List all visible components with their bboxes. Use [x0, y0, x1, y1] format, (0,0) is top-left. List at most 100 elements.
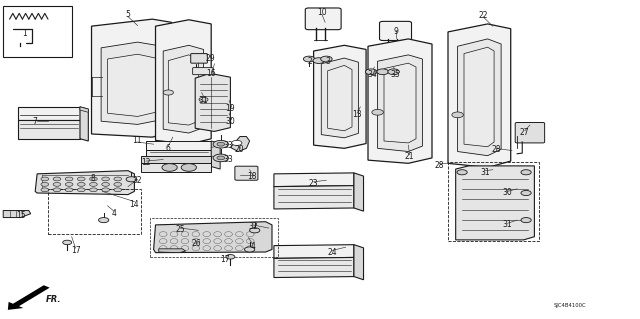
Polygon shape — [384, 63, 416, 143]
Circle shape — [63, 240, 72, 245]
Polygon shape — [80, 107, 88, 112]
Circle shape — [521, 190, 531, 196]
Text: 11: 11 — [132, 136, 141, 145]
Polygon shape — [163, 45, 204, 133]
Circle shape — [65, 182, 73, 186]
Circle shape — [521, 170, 531, 175]
Circle shape — [77, 188, 85, 192]
Text: 17: 17 — [220, 256, 230, 264]
Circle shape — [372, 109, 383, 115]
Polygon shape — [3, 211, 31, 218]
Circle shape — [244, 247, 255, 252]
Text: FR.: FR. — [46, 295, 61, 304]
Polygon shape — [80, 107, 88, 141]
Polygon shape — [328, 65, 352, 131]
Circle shape — [226, 255, 235, 259]
Text: 8: 8 — [90, 174, 95, 183]
Bar — [3, 6, 72, 57]
Text: 32: 32 — [132, 176, 143, 185]
Circle shape — [321, 56, 332, 62]
Circle shape — [53, 182, 61, 186]
Text: 31: 31 — [480, 168, 490, 177]
Text: 23: 23 — [308, 179, 319, 188]
Polygon shape — [274, 186, 354, 209]
Polygon shape — [458, 39, 501, 156]
Circle shape — [217, 142, 225, 146]
FancyArrow shape — [8, 285, 50, 310]
Text: 30: 30 — [502, 189, 513, 197]
Circle shape — [65, 177, 73, 181]
Polygon shape — [321, 58, 358, 138]
Text: 4: 4 — [250, 242, 255, 251]
Polygon shape — [18, 107, 80, 120]
Text: 13: 13 — [352, 110, 362, 119]
Text: 7: 7 — [33, 117, 38, 126]
Text: 16: 16 — [206, 69, 216, 78]
FancyBboxPatch shape — [305, 8, 341, 30]
FancyBboxPatch shape — [191, 54, 207, 63]
Circle shape — [213, 140, 228, 148]
Text: 26: 26 — [191, 239, 201, 248]
Text: 34: 34 — [367, 70, 377, 78]
Circle shape — [232, 140, 242, 145]
Text: 3: 3 — [325, 57, 330, 66]
Text: 1: 1 — [22, 29, 27, 38]
Circle shape — [99, 218, 109, 223]
Polygon shape — [274, 173, 354, 187]
Polygon shape — [274, 257, 354, 278]
Text: 33: 33 — [223, 155, 233, 164]
Polygon shape — [18, 120, 80, 139]
Circle shape — [199, 97, 208, 102]
Circle shape — [65, 188, 73, 192]
Polygon shape — [368, 39, 432, 163]
FancyBboxPatch shape — [380, 21, 412, 41]
Text: 24: 24 — [327, 248, 337, 256]
Polygon shape — [108, 54, 156, 116]
Circle shape — [114, 188, 122, 192]
Polygon shape — [230, 137, 250, 152]
Circle shape — [102, 182, 109, 186]
FancyBboxPatch shape — [515, 122, 545, 143]
Circle shape — [126, 177, 136, 182]
Circle shape — [365, 69, 377, 75]
Text: 35: 35 — [390, 70, 401, 78]
Circle shape — [217, 156, 225, 160]
Polygon shape — [448, 24, 511, 167]
Text: 29: 29 — [205, 54, 215, 63]
Text: 31: 31 — [198, 96, 209, 105]
Circle shape — [303, 56, 315, 62]
Circle shape — [377, 69, 388, 75]
Polygon shape — [146, 141, 211, 150]
Circle shape — [90, 177, 97, 181]
Bar — [448, 162, 539, 241]
Polygon shape — [141, 156, 211, 163]
Text: 20: 20 — [234, 145, 244, 154]
Circle shape — [41, 177, 49, 181]
Polygon shape — [211, 141, 220, 169]
Text: 14: 14 — [129, 200, 140, 209]
Text: 27: 27 — [520, 128, 530, 137]
Circle shape — [250, 228, 260, 233]
Text: 2: 2 — [307, 57, 312, 66]
Text: 31: 31 — [502, 220, 513, 229]
Circle shape — [53, 177, 61, 181]
Circle shape — [388, 69, 399, 75]
Circle shape — [213, 154, 228, 162]
Text: 22: 22 — [479, 11, 488, 20]
Circle shape — [77, 182, 85, 186]
Circle shape — [181, 164, 196, 171]
Circle shape — [163, 90, 173, 95]
Polygon shape — [274, 245, 354, 258]
Circle shape — [452, 112, 463, 118]
Polygon shape — [35, 171, 134, 195]
Text: 18: 18 — [247, 172, 256, 181]
Circle shape — [41, 182, 49, 186]
Circle shape — [90, 182, 97, 186]
Polygon shape — [146, 150, 211, 167]
Text: SJC4B4100C: SJC4B4100C — [554, 303, 586, 308]
FancyBboxPatch shape — [193, 68, 213, 75]
Text: 9: 9 — [393, 27, 398, 36]
Text: 19: 19 — [225, 104, 236, 113]
Polygon shape — [168, 55, 198, 125]
Circle shape — [457, 170, 467, 175]
